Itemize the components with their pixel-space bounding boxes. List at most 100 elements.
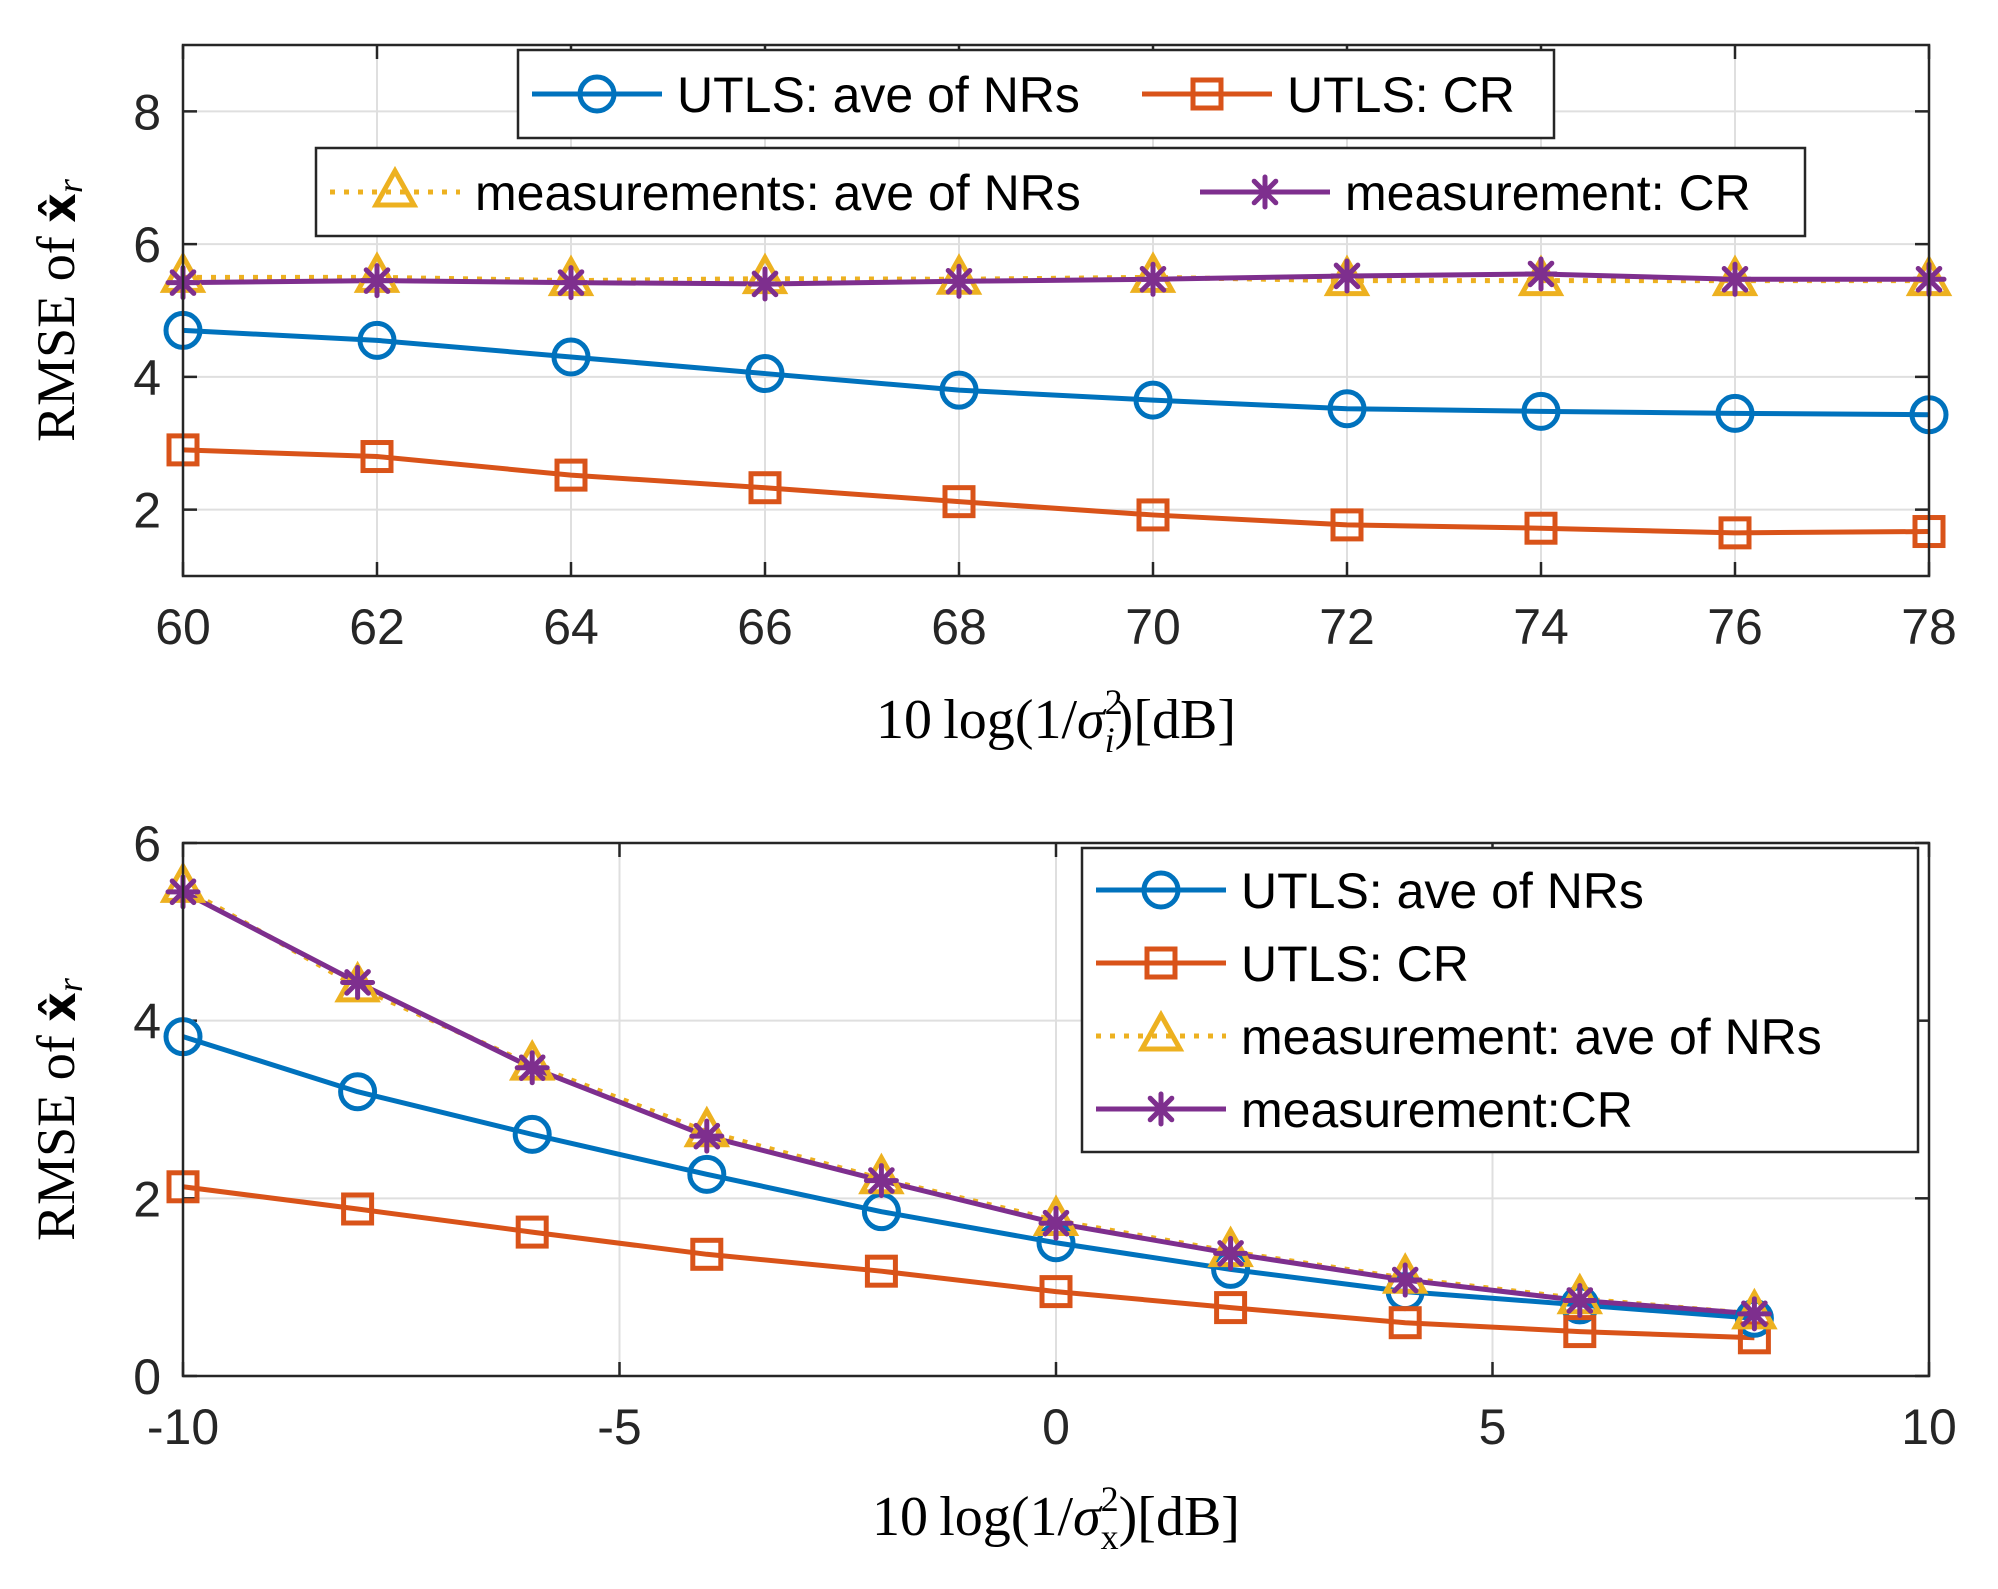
chart0-x-axis-label: 10 log(1/σ2 i)[dB] (876, 682, 1236, 760)
chart0-legend-marker (1247, 174, 1283, 210)
chart0-legend-box (314, 146, 1807, 238)
chart0-data-point (1718, 516, 1752, 550)
chart0-legend-label: UTLS: ave of NRs (677, 67, 1080, 123)
chart1-series-line-0 (182, 1034, 1755, 1321)
chart1-data-point (1038, 1205, 1074, 1241)
chart0-data-point (748, 471, 782, 505)
chart1-x-axis-label: 10 log(1/σ2 x)[dB] (872, 1479, 1240, 1557)
chart1-legend-label: UTLS: ave of NRs (1241, 863, 1644, 919)
chart1-series-markers-3 (165, 874, 1772, 1332)
chart1-data-point (515, 1215, 549, 1249)
chart1-y-tick-label: 6 (133, 816, 161, 872)
chart1-legend-marker (1137, 1009, 1185, 1052)
chart0-series-line-0 (182, 327, 1930, 418)
chart1-data-point (514, 1050, 550, 1086)
chart0-x-tick-label: 74 (1513, 599, 1569, 655)
chart0-x-tick-label: 68 (931, 599, 987, 655)
chart1-data-point (690, 1237, 724, 1271)
chart0-x-tick-label: 78 (1901, 599, 1957, 655)
chart1-y-tick-label: 4 (133, 994, 161, 1050)
chart0-data-point (554, 458, 588, 492)
chart1-data-point (1214, 1291, 1248, 1325)
chart1-data-point (689, 1118, 725, 1154)
chart0-legend-marker (1190, 77, 1224, 111)
chart1-legend-0: UTLS: ave of NRs UTLS: CR measurement: ave… (1080, 846, 1920, 1154)
chart0-series-line-3 (182, 271, 1929, 287)
chart0-y-tick-label: 8 (133, 84, 161, 140)
chart0-legend-box (516, 48, 1556, 140)
chart0-x-tick-label: 70 (1125, 599, 1181, 655)
chart0-x-tick-label: 76 (1707, 599, 1763, 655)
chart1-data-point (1039, 1275, 1073, 1309)
chart1-x-tick-label: 5 (1479, 1399, 1507, 1455)
chart0-data-point (1717, 261, 1753, 297)
chart1-data-point (512, 1114, 552, 1154)
chart0-legend-marker (577, 74, 617, 114)
chart1-data-point (1213, 1235, 1249, 1271)
chart0-legend-label: measurement: CR (1345, 165, 1751, 221)
chart0-data-point (745, 354, 785, 394)
chart0-data-point (1136, 498, 1170, 532)
chart0-data-point (747, 266, 783, 302)
chart1-x-tick-label: 0 (1042, 1399, 1070, 1455)
chart0-x-tick-label: 72 (1319, 599, 1375, 655)
chart0-data-point (942, 485, 976, 519)
chart1-y-tick-label: 2 (133, 1171, 161, 1227)
chart1-data-point (1388, 1306, 1422, 1340)
chart1-data-point (864, 1254, 898, 1288)
chart0-data-point (1327, 389, 1367, 429)
chart0-axes-box (181, 43, 1931, 578)
chart0-data-point (357, 320, 397, 360)
chart0-x-tick-label: 64 (543, 599, 599, 655)
chart0-series-markers-0 (163, 310, 1949, 435)
chart0-data-point (1517, 254, 1565, 297)
chart0-data-point (939, 370, 979, 410)
chart0-legend-marker (371, 165, 419, 208)
chart0-data-point (1523, 256, 1559, 292)
chart0-data-point (1135, 261, 1171, 297)
chart1-data-point (1387, 1262, 1423, 1298)
chart1-x-tick-label: -10 (147, 1399, 219, 1455)
chart0-data-point (941, 263, 977, 299)
chart1-legend-box (1080, 846, 1920, 1154)
chart0-data-point (359, 263, 395, 299)
chart0-legend-label: UTLS: CR (1287, 67, 1515, 123)
chart0-data-point (553, 265, 589, 301)
chart1-axes-box (181, 841, 1931, 1378)
chart0-data-point (551, 337, 591, 377)
chart1-legend-label: measurement:CR (1241, 1082, 1633, 1138)
chart0-data-point (1133, 380, 1173, 420)
chart0-y-tick-label: 2 (133, 483, 161, 539)
chart-bottom: -10 -5 0 5 10 0 2 4 6 UTLS: ave of NRs UTLS: CR mea… (26, 816, 1956, 1557)
chart0-data-point (1715, 393, 1755, 433)
chart0-x-tick-label: 62 (349, 599, 405, 655)
chart0-x-tick-label: 60 (155, 599, 211, 655)
chart0-legend-label: measurements: ave of NRs (475, 165, 1081, 221)
chart1-data-point (341, 1192, 375, 1226)
chart1-x-tick-label: -5 (597, 1399, 641, 1455)
chart1-legend-label: measurement: ave of NRs (1241, 1009, 1822, 1065)
chart1-x-tick-label: 10 (1901, 1399, 1957, 1455)
chart1-data-point (338, 1072, 378, 1112)
chart1-legend-marker (1144, 946, 1178, 980)
chart1-data-point (340, 964, 376, 1000)
chart0-data-point (1521, 391, 1561, 431)
chart1-legend-label: UTLS: CR (1241, 936, 1469, 992)
chart1-y-tick-label: 0 (133, 1349, 161, 1405)
chart0-legend-0: UTLS: ave of NRs UTLS: CR (516, 48, 1556, 140)
chart0-data-point (1329, 258, 1365, 294)
chart1-legend-marker (1141, 870, 1181, 910)
chart1-y-axis-label: RMSE of x̂r (26, 977, 90, 1241)
chart0-series-line-1 (182, 447, 1930, 536)
chart0-y-axis-label: RMSE of x̂r (26, 178, 90, 442)
chart1-data-point (687, 1154, 727, 1194)
chart0-y-tick-label: 6 (133, 217, 161, 273)
chart0-y-tick-label: 4 (133, 350, 161, 406)
chart0-x-tick-label: 66 (737, 599, 793, 655)
chart1-legend-marker (1143, 1091, 1179, 1127)
chart0-legend-1: measurements: ave of NRs measurement: CR (314, 146, 1807, 238)
chart0-data-point (1330, 508, 1364, 542)
chart1-series-line-1 (182, 1184, 1755, 1341)
